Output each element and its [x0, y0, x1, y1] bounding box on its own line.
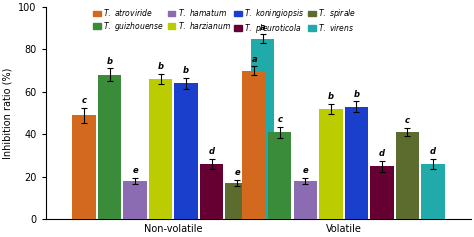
Bar [345, 107, 368, 219]
Text: d: d [430, 147, 436, 156]
Bar [174, 83, 198, 219]
Text: d: d [209, 147, 215, 156]
Text: b: b [183, 66, 189, 75]
Bar [293, 181, 317, 219]
Bar [268, 132, 292, 219]
Legend: $\it{T.\ atroviride}$, $\it{T.\ guizhouense}$, $\it{T.\ hamatum}$, $\it{T.\ harz: $\it{T.\ atroviride}$, $\it{T.\ guizhoue… [92, 6, 357, 35]
Text: a: a [251, 55, 257, 64]
Y-axis label: Inhibition ratio (%): Inhibition ratio (%) [3, 67, 13, 159]
Text: d: d [379, 149, 385, 158]
Text: c: c [405, 116, 410, 125]
Bar [251, 39, 274, 219]
Bar [243, 71, 266, 219]
Bar [370, 166, 393, 219]
Text: b: b [158, 62, 164, 71]
Text: e: e [302, 166, 308, 175]
Bar [73, 115, 96, 219]
Text: e: e [132, 166, 138, 175]
Bar [200, 164, 223, 219]
Bar [149, 79, 173, 219]
Text: b: b [353, 90, 359, 99]
Bar [421, 164, 445, 219]
Text: e: e [234, 169, 240, 178]
Bar [396, 132, 419, 219]
Text: a: a [260, 23, 265, 32]
Bar [226, 183, 249, 219]
Text: c: c [277, 115, 282, 124]
Text: b: b [328, 92, 334, 101]
Bar [98, 75, 121, 219]
Text: b: b [107, 57, 112, 66]
Bar [123, 181, 147, 219]
Text: c: c [82, 96, 87, 105]
Bar [319, 109, 343, 219]
